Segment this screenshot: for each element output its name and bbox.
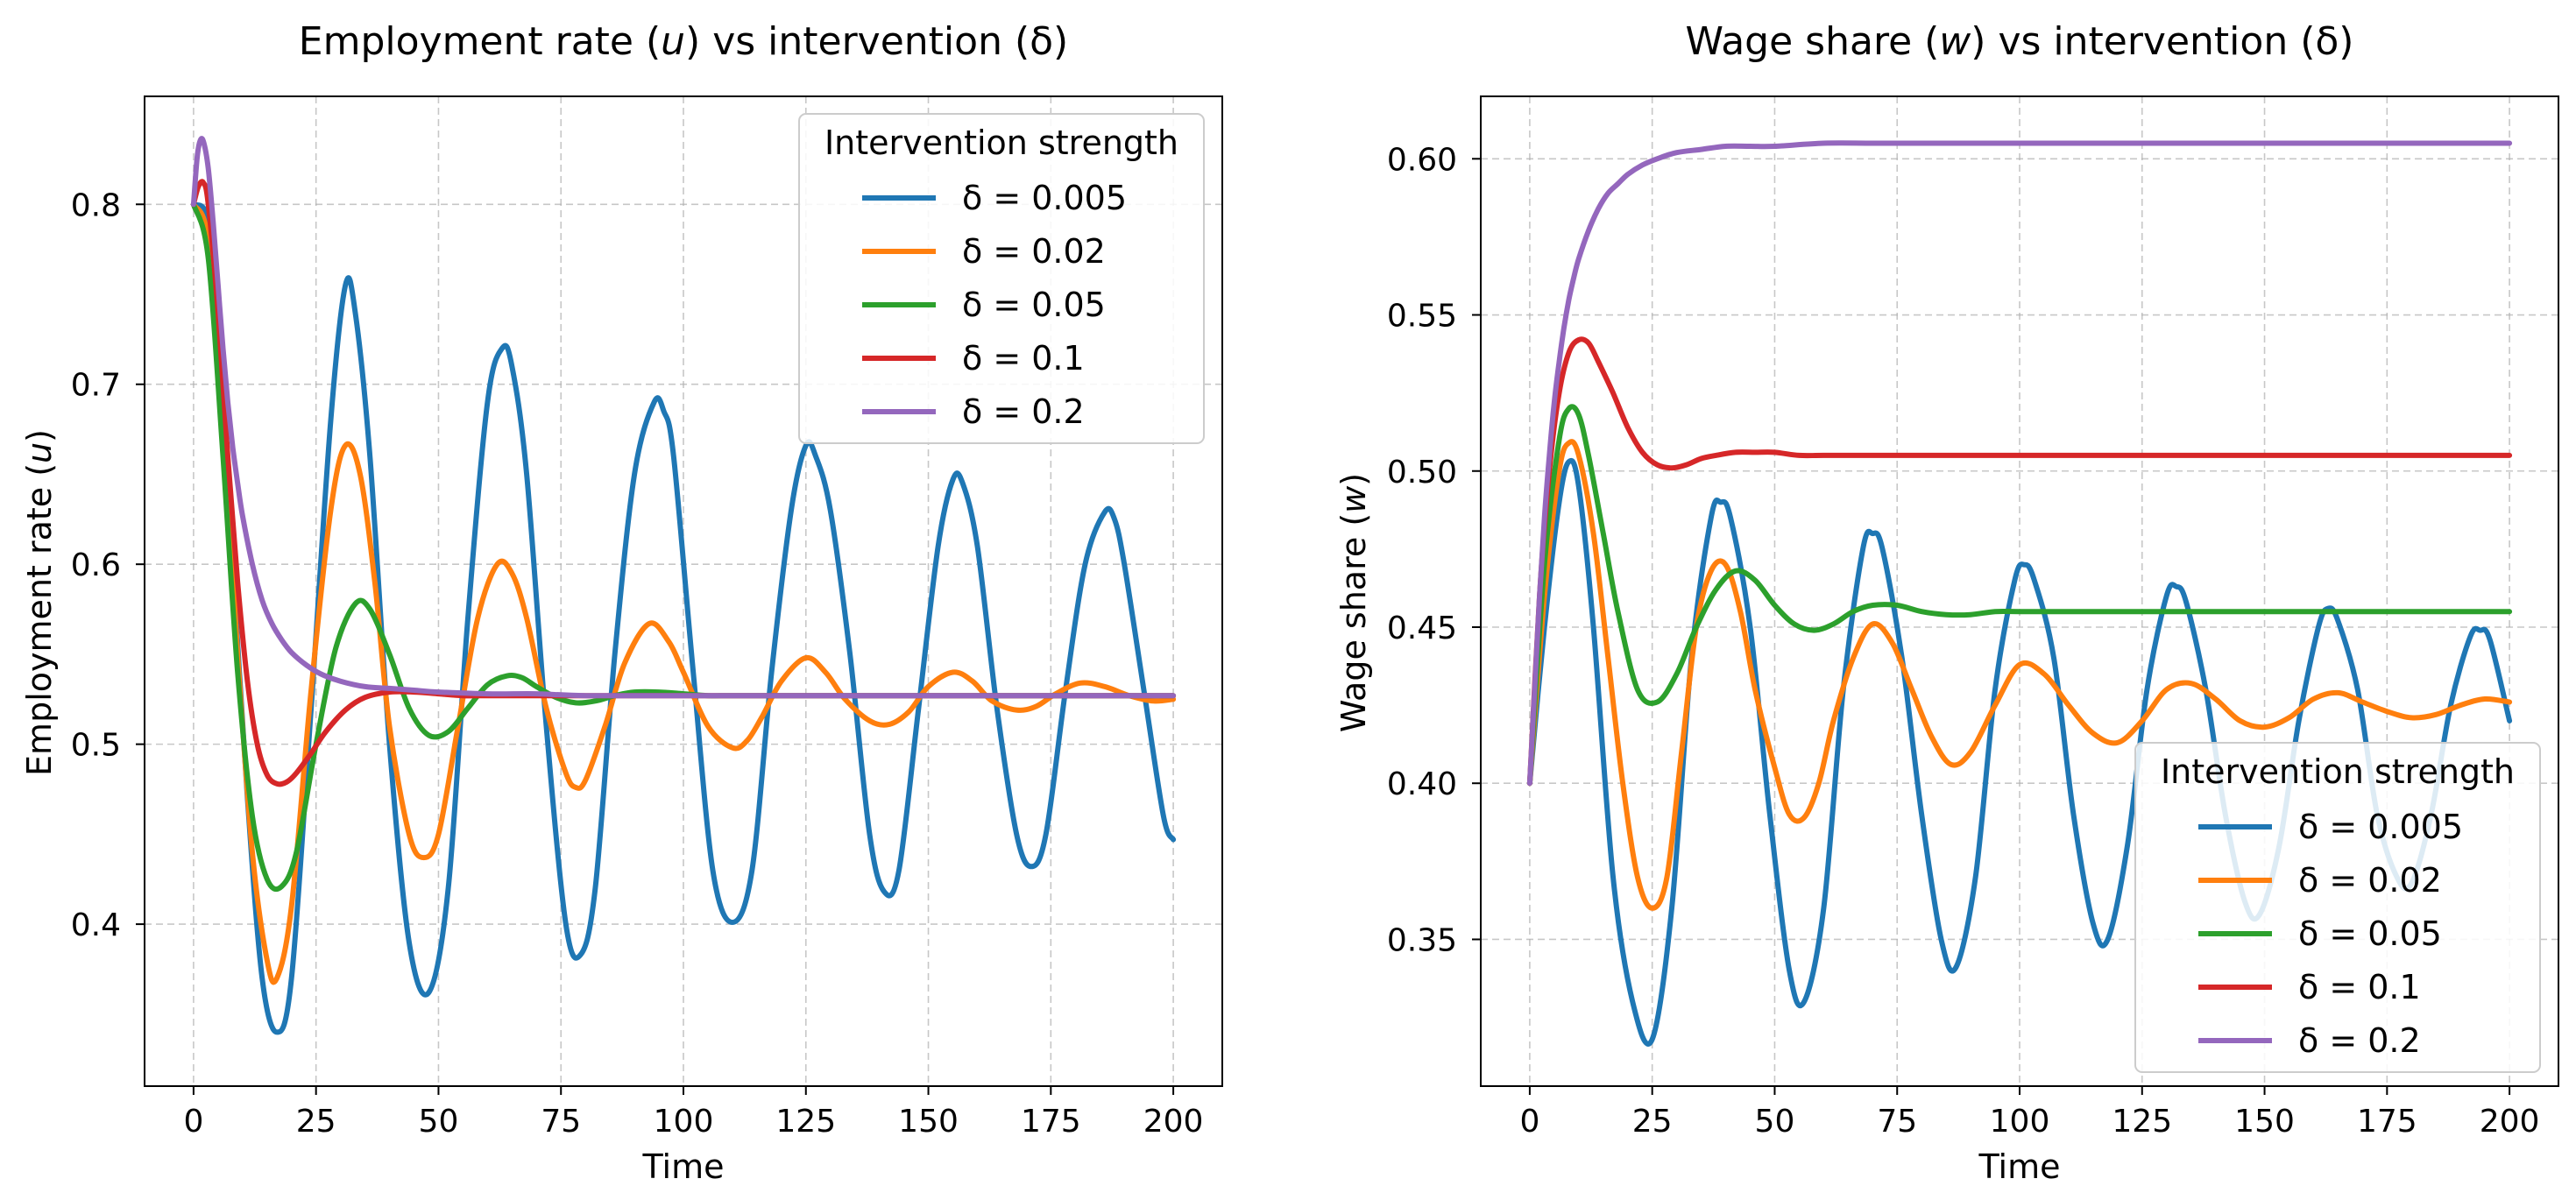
- chart-panel-1: 0 25 50 75 100 125 150 175 200 0.4 0.5 0.6 0.7 0.8 Emp…: [20, 19, 1223, 1186]
- legend-label-3: δ = 0.05: [962, 286, 1106, 324]
- x-tick-label: 25: [296, 1104, 336, 1140]
- legend-title: Intervention strength: [824, 124, 1178, 162]
- y-tick-label: 0.8: [71, 187, 121, 223]
- y-tick-label: 0.6: [71, 547, 121, 583]
- series-line-2: [1526, 439, 2513, 911]
- series-line-3: [1526, 404, 2513, 787]
- series-line-5: [190, 136, 1177, 699]
- series-line-4: [1526, 336, 2513, 787]
- y-tick-label: 0.4: [71, 907, 121, 943]
- series-line-2: [190, 201, 1177, 985]
- legend-label-2: δ = 0.02: [2298, 861, 2442, 900]
- x-tick-label: 75: [541, 1104, 581, 1140]
- chart-title-part-after: ) vs intervention (δ): [685, 19, 1068, 64]
- y-axis-label: Wage share (w): [1334, 473, 1373, 732]
- chart-title-part-after: ) vs intervention (δ): [1971, 19, 2353, 64]
- y-axis-label-part-var: w: [1334, 485, 1373, 513]
- legend-label-3: δ = 0.05: [2298, 914, 2442, 953]
- chart-title: Wage share (w) vs intervention (δ): [1686, 19, 2354, 64]
- x-tick-label: 125: [2112, 1104, 2172, 1140]
- y-axis-label-part-before: Employment rate (: [20, 463, 59, 776]
- legend-label-5: δ = 0.2: [962, 392, 1085, 431]
- x-tick-label: 50: [419, 1104, 459, 1140]
- series-line-1: [1526, 457, 2513, 1047]
- y-tick-label: 0.5: [71, 728, 121, 764]
- y-tick-label: 0.50: [1387, 455, 1457, 491]
- x-tick-label: 200: [2480, 1104, 2540, 1140]
- x-tick-label: 0: [183, 1104, 203, 1140]
- y-tick-label: 0.60: [1387, 142, 1457, 178]
- x-axis-label: Time: [642, 1147, 725, 1186]
- y-axis-label-part-before: Wage share (: [1334, 513, 1373, 732]
- x-tick-label: 100: [1990, 1104, 2050, 1140]
- x-axis-label: Time: [1978, 1147, 2061, 1186]
- y-tick-label: 0.35: [1387, 922, 1457, 958]
- series-line-5: [1526, 140, 2513, 787]
- legend-label-1: δ = 0.005: [962, 179, 1127, 217]
- y-axis-label-part-after: ): [1334, 473, 1373, 486]
- y-tick-label: 0.45: [1387, 611, 1457, 646]
- chart-title: Employment rate (u) vs intervention (δ): [299, 19, 1068, 64]
- x-tick-label: 200: [1143, 1104, 1204, 1140]
- y-tick-label: 0.55: [1387, 299, 1457, 335]
- legend-label-1: δ = 0.005: [2298, 808, 2463, 846]
- legend-title: Intervention strength: [2161, 752, 2515, 791]
- legend-label-5: δ = 0.2: [2298, 1021, 2421, 1060]
- series-group: [1526, 140, 2513, 1047]
- x-tick-label: 175: [2357, 1104, 2417, 1140]
- chart-title-part-before: Wage share (: [1686, 19, 1940, 64]
- legend-label-4: δ = 0.1: [962, 339, 1085, 378]
- y-tick-label: 0.7: [71, 368, 121, 404]
- x-tick-label: 25: [1632, 1104, 1673, 1140]
- x-tick-label: 175: [1021, 1104, 1081, 1140]
- y-axis-label-part-after: ): [20, 429, 59, 442]
- x-tick-label: 125: [775, 1104, 836, 1140]
- y-axis-label: Employment rate (u): [20, 429, 59, 776]
- x-tick-label: 150: [898, 1104, 959, 1140]
- legend-label-2: δ = 0.02: [962, 232, 1106, 271]
- x-tick-label: 150: [2234, 1104, 2295, 1140]
- chart-title-part-var: u: [661, 19, 685, 64]
- chart-title-part-before: Employment rate (: [299, 19, 661, 64]
- series-group: [190, 136, 1177, 1035]
- x-tick-label: 0: [1519, 1104, 1539, 1140]
- legend-label-4: δ = 0.1: [2298, 968, 2421, 1006]
- series-line-1: [190, 201, 1177, 1035]
- x-tick-label: 100: [654, 1104, 714, 1140]
- chart-panel-2: 0 25 50 75 100 125 150 175 200 0.35 0.40 0.45 0.50 0.…: [1334, 19, 2559, 1186]
- y-axis-label-part-var: u: [20, 442, 59, 463]
- legend: Intervention strength δ = 0.005 δ = 0.02 δ …: [798, 113, 1205, 444]
- x-tick-label: 75: [1877, 1104, 1917, 1140]
- x-tick-label: 50: [1755, 1104, 1795, 1140]
- chart-title-part-var: w: [1939, 19, 1971, 64]
- y-tick-label: 0.40: [1387, 766, 1457, 802]
- legend: Intervention strength δ = 0.005 δ = 0.02 δ …: [2134, 742, 2541, 1073]
